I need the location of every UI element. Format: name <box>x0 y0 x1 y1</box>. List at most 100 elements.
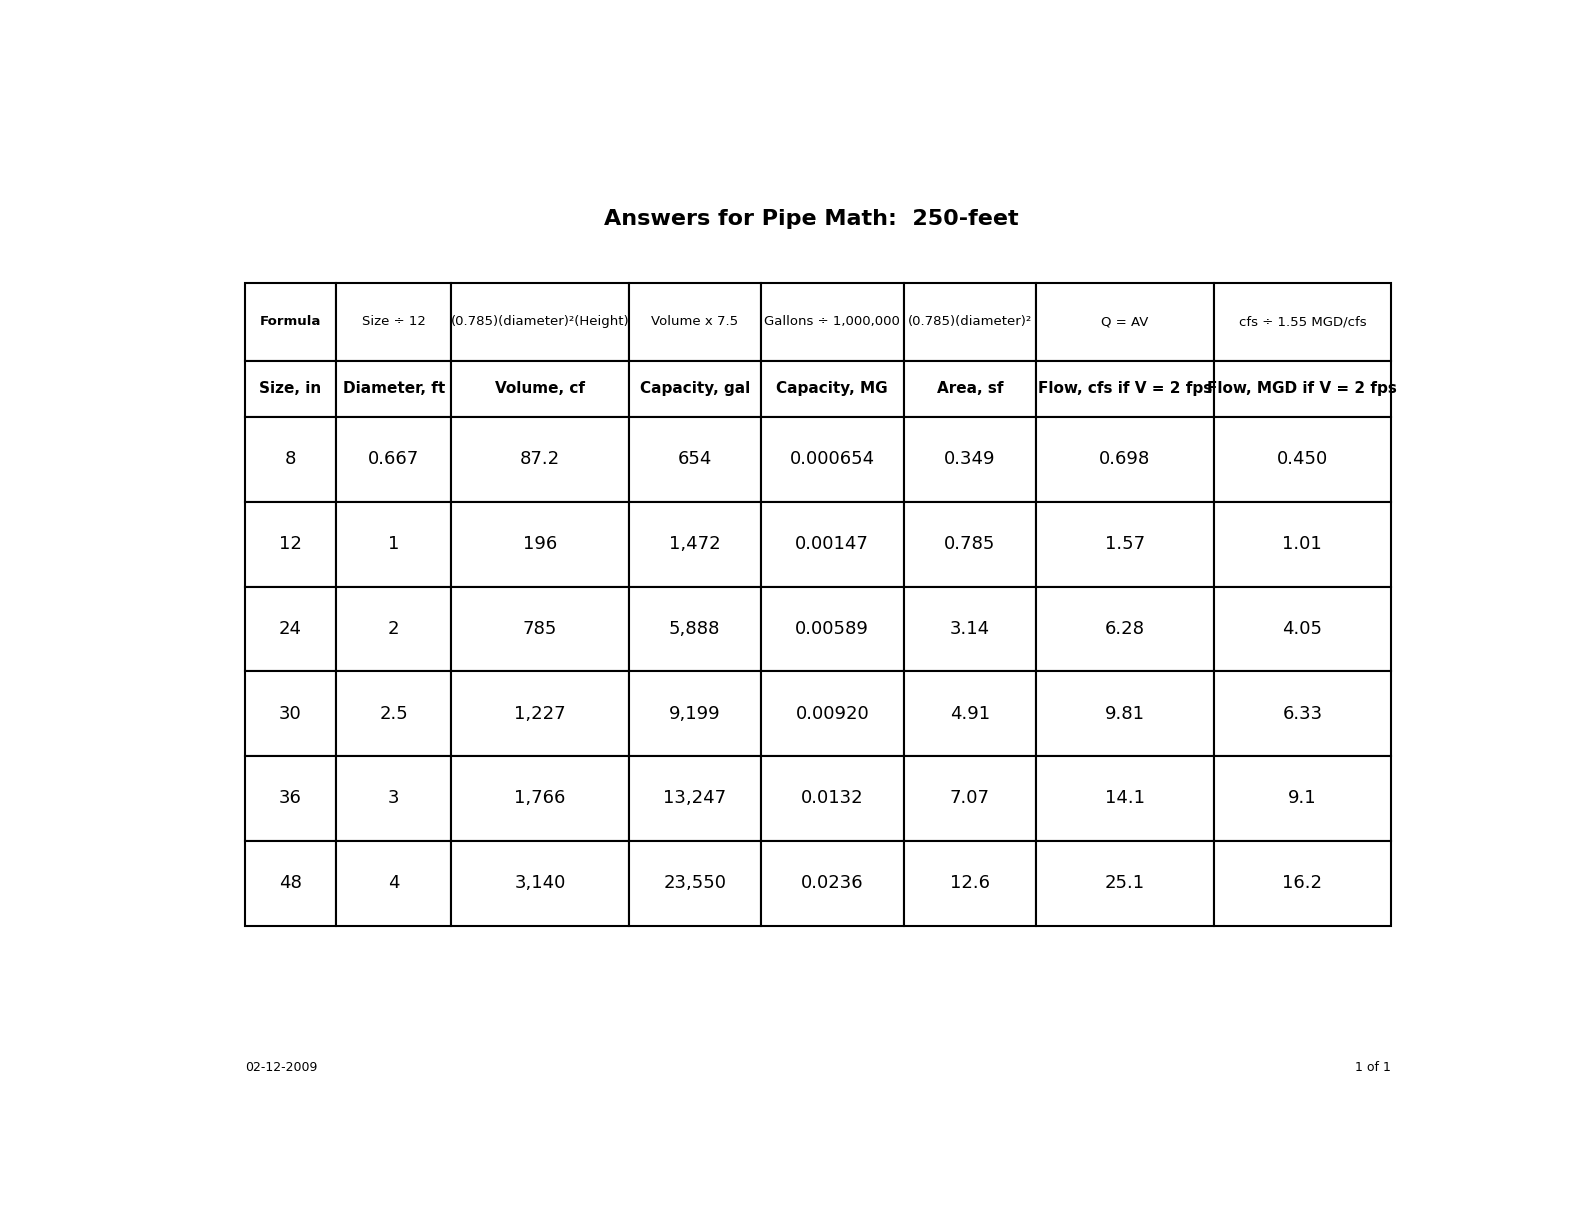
Text: Formula: Formula <box>260 316 322 329</box>
Text: 1,472: 1,472 <box>668 536 721 553</box>
Text: Volume, cf: Volume, cf <box>494 382 584 396</box>
Text: 14.1: 14.1 <box>1104 789 1145 807</box>
Text: Answers for Pipe Math:  250-feet: Answers for Pipe Math: 250-feet <box>605 209 1019 229</box>
Text: 8: 8 <box>285 450 296 468</box>
Text: 4.05: 4.05 <box>1283 620 1323 638</box>
Bar <box>1213 284 1391 361</box>
Bar <box>1036 671 1213 756</box>
Text: 9.81: 9.81 <box>1104 704 1145 723</box>
Bar <box>336 756 451 840</box>
Text: Flow, cfs if V = 2 fps: Flow, cfs if V = 2 fps <box>1038 382 1212 396</box>
Bar <box>1036 417 1213 501</box>
Text: 1: 1 <box>388 536 399 553</box>
Text: 6.28: 6.28 <box>1104 620 1145 638</box>
Bar <box>629 756 760 840</box>
Bar <box>760 417 904 501</box>
Text: 0.450: 0.450 <box>1277 450 1327 468</box>
Bar <box>336 417 451 501</box>
Bar <box>1213 361 1391 417</box>
Text: 654: 654 <box>678 450 711 468</box>
Text: Q = AV: Q = AV <box>1101 316 1148 329</box>
Bar <box>451 756 629 840</box>
Bar <box>451 671 629 756</box>
Bar <box>244 756 336 840</box>
Text: 0.349: 0.349 <box>944 450 996 468</box>
Text: 23,550: 23,550 <box>664 874 725 892</box>
Bar <box>629 284 760 361</box>
Bar <box>629 417 760 501</box>
Bar <box>1036 501 1213 587</box>
Bar <box>760 587 904 671</box>
Text: 6.33: 6.33 <box>1283 704 1323 723</box>
Bar <box>629 671 760 756</box>
Text: Diameter, ft: Diameter, ft <box>342 382 445 396</box>
Text: 1.01: 1.01 <box>1283 536 1323 553</box>
Text: 48: 48 <box>279 874 303 892</box>
Text: 2: 2 <box>388 620 399 638</box>
Text: Gallons ÷ 1,000,000: Gallons ÷ 1,000,000 <box>765 316 900 329</box>
Text: 87.2: 87.2 <box>520 450 561 468</box>
Bar <box>1213 417 1391 501</box>
Text: 7.07: 7.07 <box>950 789 990 807</box>
Bar <box>1213 756 1391 840</box>
Text: 5,888: 5,888 <box>668 620 721 638</box>
Bar <box>629 587 760 671</box>
Text: 0.00589: 0.00589 <box>795 620 870 638</box>
Bar <box>244 671 336 756</box>
Bar <box>1036 284 1213 361</box>
Text: 2.5: 2.5 <box>379 704 409 723</box>
Bar <box>336 671 451 756</box>
Text: 785: 785 <box>523 620 558 638</box>
Bar <box>1036 756 1213 840</box>
Text: Size, in: Size, in <box>260 382 322 396</box>
Text: 3.14: 3.14 <box>950 620 990 638</box>
Text: 30: 30 <box>279 704 303 723</box>
Text: 1 of 1: 1 of 1 <box>1356 1062 1391 1074</box>
Text: 4: 4 <box>388 874 399 892</box>
Text: 3,140: 3,140 <box>515 874 565 892</box>
Text: 0.785: 0.785 <box>944 536 996 553</box>
Bar <box>629 361 760 417</box>
Bar <box>336 840 451 926</box>
Text: Volume x 7.5: Volume x 7.5 <box>651 316 738 329</box>
Bar <box>244 361 336 417</box>
Text: 0.0132: 0.0132 <box>802 789 863 807</box>
Text: 0.667: 0.667 <box>367 450 420 468</box>
Text: 0.0236: 0.0236 <box>802 874 863 892</box>
Text: 0.000654: 0.000654 <box>790 450 874 468</box>
Text: 9,199: 9,199 <box>668 704 721 723</box>
Text: (0.785)(diameter)²(Height): (0.785)(diameter)²(Height) <box>450 316 629 329</box>
Bar <box>904 671 1036 756</box>
Text: 13,247: 13,247 <box>664 789 725 807</box>
Bar <box>244 284 336 361</box>
Text: 1.57: 1.57 <box>1104 536 1145 553</box>
Text: 0.00920: 0.00920 <box>795 704 870 723</box>
Bar <box>904 284 1036 361</box>
Bar <box>904 756 1036 840</box>
Text: 1,227: 1,227 <box>515 704 565 723</box>
Text: 3: 3 <box>388 789 399 807</box>
Bar <box>1213 671 1391 756</box>
Bar <box>336 501 451 587</box>
Text: 0.698: 0.698 <box>1099 450 1150 468</box>
Bar <box>904 417 1036 501</box>
Bar <box>451 501 629 587</box>
Text: 0.00147: 0.00147 <box>795 536 870 553</box>
Text: (0.785)(diameter)²: (0.785)(diameter)² <box>908 316 1033 329</box>
Text: Flow, MGD if V = 2 fps: Flow, MGD if V = 2 fps <box>1207 382 1397 396</box>
Bar <box>760 501 904 587</box>
Bar <box>1036 361 1213 417</box>
Bar <box>1036 840 1213 926</box>
Bar <box>336 587 451 671</box>
Text: Capacity, MG: Capacity, MG <box>776 382 889 396</box>
Text: Capacity, gal: Capacity, gal <box>640 382 749 396</box>
Bar <box>629 501 760 587</box>
Bar <box>451 284 629 361</box>
Bar <box>244 501 336 587</box>
Text: Size ÷ 12: Size ÷ 12 <box>361 316 426 329</box>
Bar <box>244 587 336 671</box>
Text: 196: 196 <box>523 536 558 553</box>
Bar <box>451 417 629 501</box>
Bar <box>760 840 904 926</box>
Text: 9.1: 9.1 <box>1288 789 1316 807</box>
